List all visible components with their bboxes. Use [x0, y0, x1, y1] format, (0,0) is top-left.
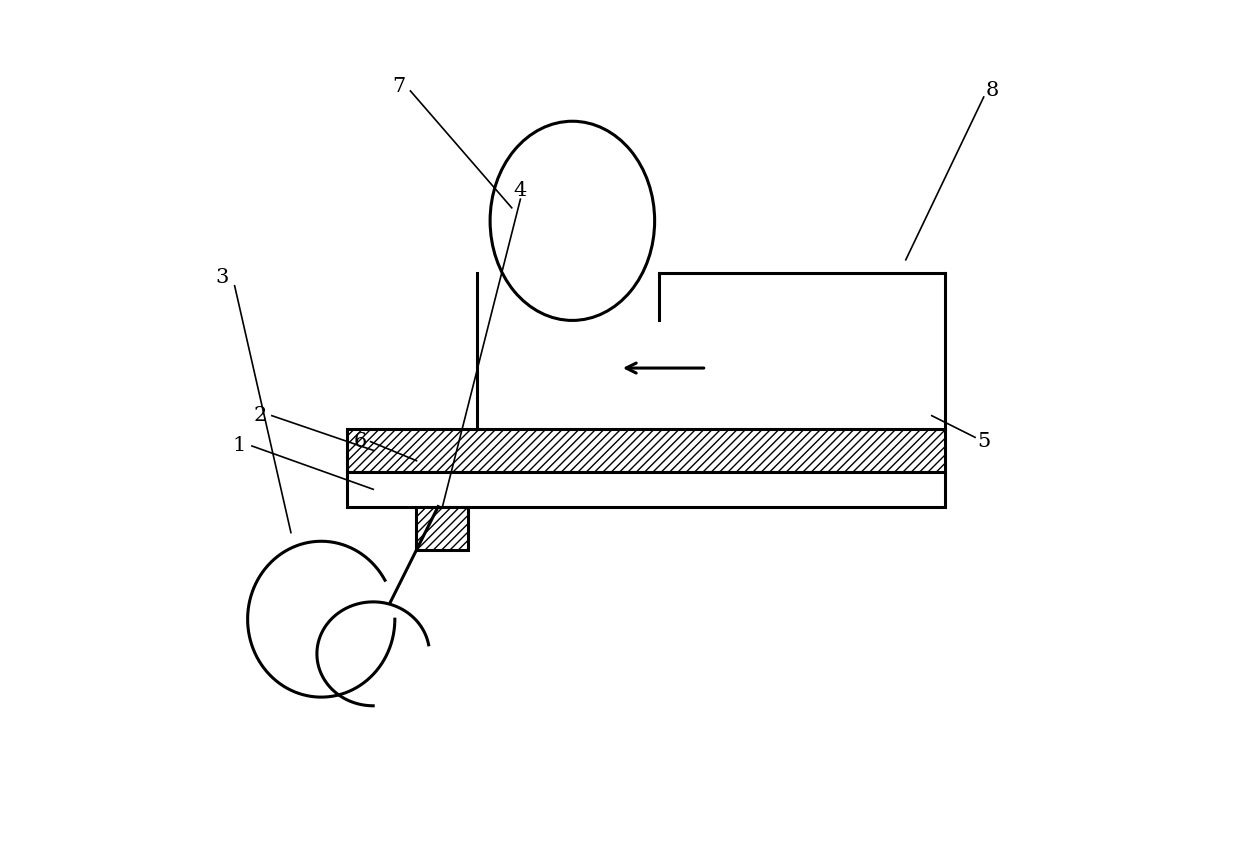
- Bar: [347, 429, 945, 472]
- Text: 3: 3: [215, 268, 228, 287]
- Text: 5: 5: [977, 432, 991, 451]
- Text: 2: 2: [254, 406, 268, 425]
- Text: 4: 4: [513, 181, 527, 200]
- Text: 7: 7: [393, 77, 405, 96]
- Text: 1: 1: [232, 436, 246, 456]
- Text: 8: 8: [986, 81, 999, 100]
- Bar: [417, 507, 469, 550]
- Bar: [347, 472, 945, 507]
- Text: 6: 6: [353, 432, 367, 451]
